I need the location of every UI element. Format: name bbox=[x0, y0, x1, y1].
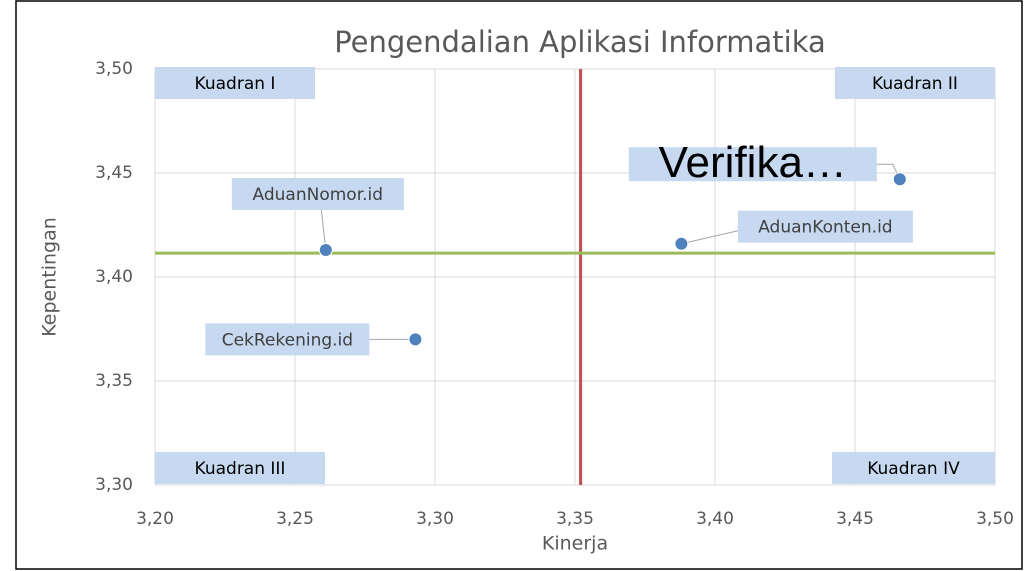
point-label: Verifika… bbox=[659, 138, 847, 187]
point bbox=[408, 332, 423, 347]
quadrant-label-box bbox=[832, 452, 995, 484]
y-tick-label: 3,30 bbox=[95, 475, 133, 495]
point bbox=[674, 236, 689, 251]
chart-title: Pengendalian Aplikasi Informatika bbox=[334, 25, 826, 59]
quadrant-label-box bbox=[155, 452, 325, 484]
point-label-box bbox=[205, 323, 370, 356]
x-tick-label: 3,50 bbox=[976, 509, 1014, 529]
point bbox=[318, 242, 333, 257]
x-tick-label: 3,40 bbox=[696, 509, 734, 529]
x-tick-label: 3,30 bbox=[416, 509, 454, 529]
point-label-box bbox=[231, 177, 404, 210]
quadrant-label: Kuadran I bbox=[195, 74, 276, 94]
point bbox=[892, 172, 907, 187]
quadrant-label-box bbox=[155, 67, 315, 99]
point-label-box bbox=[628, 147, 877, 182]
x-tick-label: 3,20 bbox=[136, 509, 174, 529]
y-tick-label: 3,40 bbox=[95, 267, 133, 287]
point-label-box bbox=[737, 210, 913, 243]
x-axis-label: Kinerja bbox=[542, 533, 608, 555]
point-label: AduanNomor.id bbox=[253, 185, 384, 205]
y-tick-label: 3,35 bbox=[95, 371, 133, 391]
quadrant-label-box bbox=[835, 67, 995, 99]
point-label: CekRekening.id bbox=[222, 330, 353, 350]
quadrant-label: Kuadran II bbox=[872, 74, 958, 94]
y-axis-label: Kepentingan bbox=[39, 217, 61, 337]
x-tick-label: 3,25 bbox=[276, 509, 314, 529]
x-tick-label: 3,45 bbox=[836, 509, 874, 529]
quadrant-label: Kuadran III bbox=[195, 459, 286, 479]
point-label: AduanKonten.id bbox=[758, 218, 892, 238]
y-tick-label: 3,50 bbox=[95, 59, 133, 79]
quadrant-label: Kuadran IV bbox=[867, 459, 960, 479]
x-tick-label: 3,35 bbox=[556, 509, 594, 529]
y-tick-label: 3,45 bbox=[95, 163, 133, 183]
